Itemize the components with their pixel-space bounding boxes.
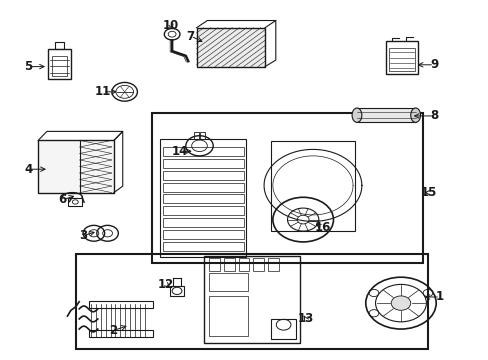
Bar [163, 218, 243, 227]
Bar [271, 141, 354, 231]
Bar [200, 132, 205, 139]
Bar [160, 139, 245, 257]
Bar [89, 330, 152, 337]
Bar [271, 319, 295, 339]
Bar [204, 256, 299, 343]
Bar [55, 42, 64, 49]
Bar [163, 147, 243, 156]
Bar [209, 258, 220, 271]
Bar [89, 301, 152, 308]
Text: 9: 9 [429, 58, 437, 71]
Text: 4: 4 [24, 163, 32, 176]
Ellipse shape [351, 108, 361, 122]
Bar [163, 171, 243, 180]
Bar [209, 296, 248, 336]
Bar [267, 258, 278, 271]
Bar [48, 49, 71, 79]
Bar [52, 56, 67, 76]
Text: 3: 3 [79, 229, 87, 242]
Bar [193, 132, 198, 139]
Text: 14: 14 [171, 145, 188, 158]
Bar [253, 258, 264, 271]
Bar [38, 140, 114, 193]
Text: 1: 1 [435, 291, 443, 303]
Bar [163, 242, 243, 251]
Text: 7: 7 [186, 30, 194, 42]
Bar [356, 108, 415, 122]
Text: 6: 6 [59, 193, 66, 206]
Text: 8: 8 [429, 109, 437, 122]
Bar [224, 258, 234, 271]
Bar [196, 28, 264, 67]
Bar [388, 48, 414, 71]
Text: 2: 2 [109, 324, 117, 337]
Bar [238, 258, 249, 271]
Circle shape [390, 296, 410, 310]
Text: 11: 11 [94, 85, 111, 98]
Bar [151, 113, 422, 263]
Bar [209, 273, 248, 291]
Bar [68, 198, 82, 206]
Bar [170, 286, 183, 296]
Bar [163, 206, 243, 215]
Bar [163, 183, 243, 192]
Text: 13: 13 [297, 312, 313, 325]
Ellipse shape [410, 108, 420, 122]
Bar [386, 41, 417, 74]
Text: 12: 12 [158, 278, 174, 291]
Text: 16: 16 [314, 221, 330, 234]
Bar [163, 230, 243, 239]
Text: 5: 5 [24, 60, 32, 73]
Bar [76, 254, 427, 349]
Bar [163, 159, 243, 168]
Text: 15: 15 [420, 186, 437, 199]
Text: 10: 10 [163, 19, 179, 32]
Bar [163, 194, 243, 203]
